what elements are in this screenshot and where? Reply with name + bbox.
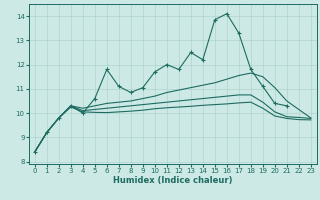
X-axis label: Humidex (Indice chaleur): Humidex (Indice chaleur)	[113, 176, 233, 185]
